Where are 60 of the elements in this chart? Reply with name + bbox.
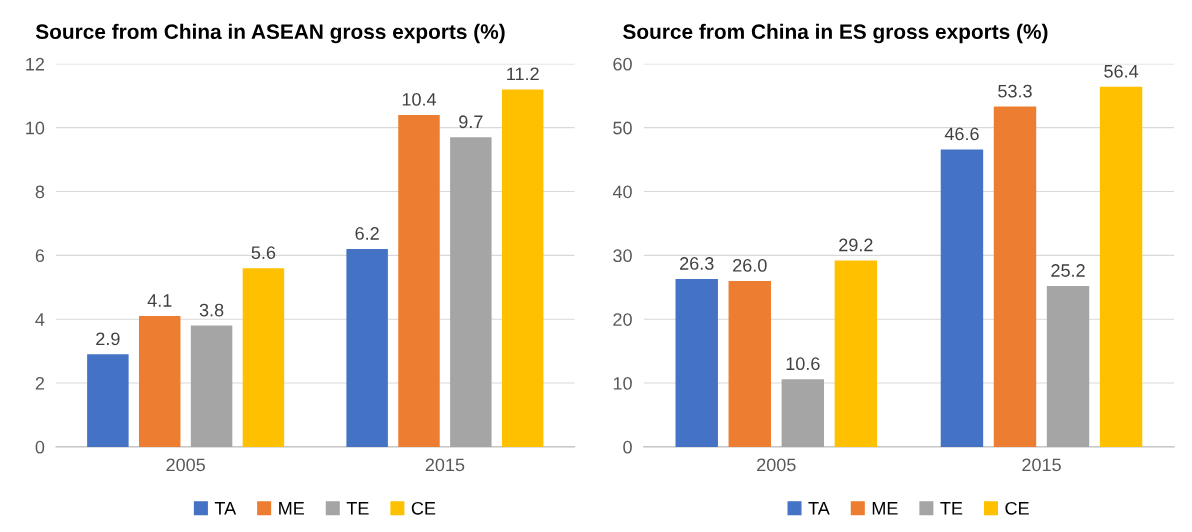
bar bbox=[87, 354, 129, 447]
data-label: 4.1 bbox=[147, 294, 172, 307]
x-tick-label: 2015 bbox=[1022, 458, 1061, 472]
x-tick-label: 2005 bbox=[166, 458, 205, 472]
legend-label: ME bbox=[872, 502, 898, 515]
data-label: 10.6 bbox=[786, 357, 820, 371]
bar bbox=[398, 114, 440, 447]
bar bbox=[190, 325, 233, 447]
data-label: 2.9 bbox=[96, 332, 120, 346]
y-tick-label: 10 bbox=[613, 376, 632, 390]
data-label: 56.4 bbox=[1104, 64, 1139, 78]
data-label: 53.3 bbox=[998, 84, 1032, 98]
data-label: 6.2 bbox=[355, 227, 379, 240]
legend-label: ME bbox=[279, 502, 305, 515]
y-tick-label: 8 bbox=[35, 185, 45, 199]
y-tick-label: 10 bbox=[26, 121, 45, 135]
y-tick-label: 4 bbox=[35, 313, 45, 326]
y-tick-label: 6 bbox=[35, 249, 45, 263]
data-label: 10.4 bbox=[402, 93, 437, 106]
bar bbox=[940, 149, 984, 447]
chart-title: Source from China in ES gross exports (%) bbox=[623, 23, 1048, 44]
bar bbox=[993, 106, 1037, 447]
y-tick-label: 30 bbox=[613, 249, 632, 263]
bar bbox=[138, 316, 181, 447]
bar bbox=[1046, 286, 1090, 447]
y-tick-label: 0 bbox=[35, 440, 45, 454]
bar bbox=[501, 89, 544, 447]
data-label: 26.3 bbox=[680, 257, 714, 270]
bar bbox=[675, 278, 718, 447]
y-tick-label: 20 bbox=[613, 313, 632, 326]
y-tick-label: 40 bbox=[612, 185, 632, 199]
y-tick-label: 50 bbox=[613, 121, 632, 135]
bar bbox=[450, 137, 492, 447]
bar bbox=[346, 248, 388, 447]
legend-label: TE bbox=[940, 502, 963, 515]
y-tick-label: 60 bbox=[613, 57, 632, 71]
bar bbox=[834, 260, 878, 447]
x-tick-label: 2015 bbox=[425, 458, 465, 472]
data-label: 9.7 bbox=[459, 115, 483, 129]
data-label: 11.2 bbox=[507, 67, 539, 81]
data-label: 3.8 bbox=[199, 303, 224, 317]
bar bbox=[781, 379, 825, 447]
legend-label: CE bbox=[1005, 501, 1029, 515]
bar bbox=[728, 280, 771, 447]
data-label: 5.6 bbox=[251, 246, 276, 259]
data-label: 29.2 bbox=[839, 238, 873, 252]
data-label: 25.2 bbox=[1051, 264, 1085, 277]
bar bbox=[242, 268, 285, 447]
y-tick-label: 2 bbox=[35, 376, 45, 390]
data-label: 46.6 bbox=[944, 127, 979, 141]
legend-label: TA bbox=[808, 502, 830, 515]
chart-title: Source from China in ASEAN gross exports (%) bbox=[35, 23, 505, 44]
bar bbox=[1099, 86, 1143, 447]
legend-label: CE bbox=[411, 501, 436, 515]
y-tick-label: 0 bbox=[623, 440, 632, 454]
legend-label: TA bbox=[214, 502, 237, 515]
legend-label: TE bbox=[346, 502, 369, 515]
data-label: 26.0 bbox=[733, 258, 767, 272]
x-tick-label: 2005 bbox=[757, 458, 796, 472]
y-tick-label: 12 bbox=[26, 57, 45, 71]
